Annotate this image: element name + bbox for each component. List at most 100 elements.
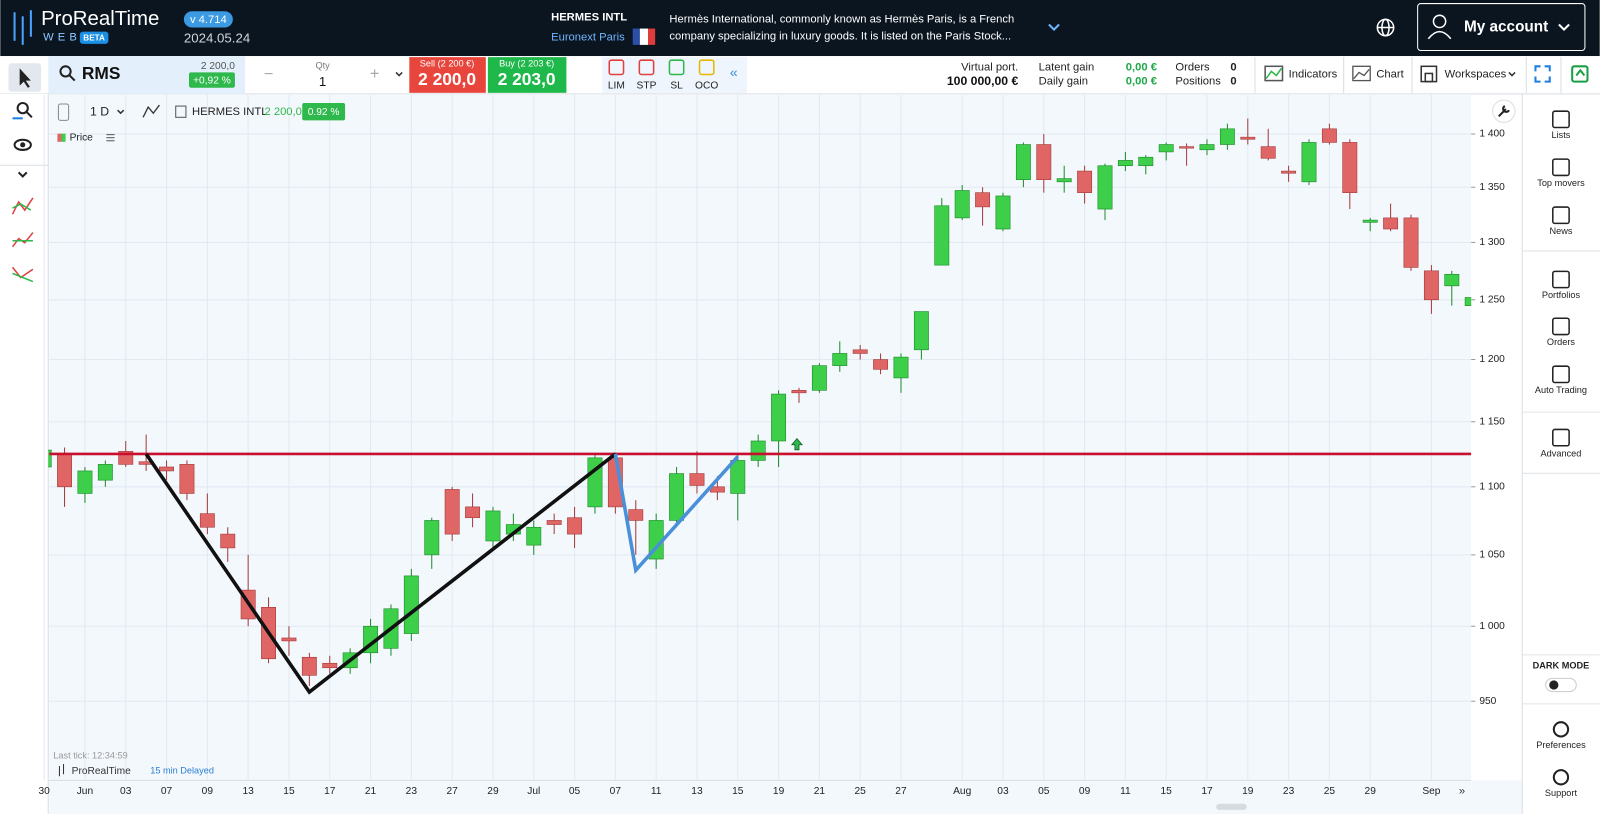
legend-menu[interactable]	[106, 134, 115, 142]
tools-chevron[interactable]	[17, 171, 28, 178]
x-tick-label: 13	[242, 786, 254, 797]
sidebar-icon[interactable]	[1552, 206, 1570, 225]
candle-body	[281, 637, 297, 642]
legend-swatch	[57, 133, 62, 142]
candle-body	[526, 526, 542, 546]
symbol[interactable]: RMS	[82, 63, 121, 83]
sync-icon[interactable]	[1571, 65, 1589, 83]
draw-tool[interactable]	[11, 197, 34, 215]
indicators-icon	[1264, 65, 1284, 82]
sidebar-icon[interactable]	[1552, 270, 1570, 289]
x-tick-label: 27	[895, 786, 907, 797]
x-tick-label: 25	[855, 786, 867, 797]
candle-body	[485, 510, 501, 542]
x-tick-label: 15	[732, 786, 744, 797]
sidebar-icon[interactable]	[1552, 428, 1570, 447]
sidebar-item[interactable]: News	[1549, 226, 1572, 236]
toolbar-button[interactable]: Indicators	[1289, 68, 1338, 80]
sidebar-item[interactable]: Orders	[1547, 337, 1575, 347]
dark-mode-label: DARK MODE	[1533, 661, 1590, 671]
scrollbar[interactable]	[1216, 803, 1247, 810]
account-button[interactable]	[1417, 3, 1586, 52]
candle-body	[1281, 170, 1297, 174]
expand-chevron[interactable]	[1048, 23, 1060, 32]
x-tick-label: 07	[610, 786, 622, 797]
candle-body	[179, 464, 195, 494]
sidebar-icon[interactable]	[1552, 769, 1570, 786]
qty-minus[interactable]: −	[264, 65, 274, 83]
candle-body	[424, 520, 440, 556]
order-icon[interactable]	[608, 59, 625, 76]
account[interactable]: My account	[1464, 19, 1548, 36]
sidebar-icon[interactable]	[1552, 158, 1570, 177]
candle-body	[1077, 170, 1093, 193]
sidebar-icon[interactable]	[1552, 110, 1570, 129]
qty[interactable]: 1	[319, 74, 326, 89]
date: 2024.05.24	[184, 30, 250, 45]
sell-button[interactable]	[409, 57, 486, 93]
qty-plus[interactable]: +	[370, 65, 380, 83]
sidebar-item[interactable]: Support	[1545, 788, 1578, 798]
candle-body	[1423, 270, 1439, 301]
order-icon[interactable]	[698, 59, 715, 76]
logo[interactable]: ProRealTime	[41, 8, 159, 30]
chart-change: 0.92 %	[308, 107, 340, 118]
chart-icon	[1352, 65, 1371, 82]
buy-label[interactable]: Buy (2 203 €)	[499, 59, 554, 69]
zoom-tool[interactable]	[12, 102, 33, 120]
period-chevron[interactable]	[117, 109, 125, 115]
sidebar-icon[interactable]	[1552, 317, 1570, 336]
globe-icon[interactable]	[1376, 18, 1395, 37]
buy-price[interactable]: 2 203,0	[498, 69, 556, 89]
chart-type-icon[interactable]	[142, 104, 160, 118]
toolbar-button[interactable]: Workspaces	[1445, 68, 1507, 80]
sidebar-icon[interactable]	[1552, 365, 1570, 384]
trend-tool[interactable]	[11, 232, 34, 248]
toolbar-button[interactable]: Chart	[1376, 68, 1404, 80]
channel-tool[interactable]	[11, 266, 34, 283]
order-type[interactable]: SL	[670, 80, 683, 91]
candle-body	[975, 192, 991, 208]
x-tick-label: 30	[38, 786, 50, 797]
sidebar-item[interactable]: Preferences	[1536, 740, 1586, 750]
beta-badge	[79, 31, 109, 44]
workspaces-chevron[interactable]	[1508, 71, 1516, 77]
toggle-knob	[1549, 680, 1559, 690]
order-icon[interactable]	[638, 59, 655, 76]
sidebar-dividers	[1522, 250, 1600, 705]
order-type[interactable]: LIM	[608, 80, 625, 91]
period[interactable]: 1 D	[90, 104, 109, 118]
scroll-end[interactable]: »	[1459, 786, 1465, 798]
eye-tool[interactable]	[13, 138, 32, 151]
sidebar-item[interactable]: Top movers	[1537, 178, 1585, 188]
x-tick-label: 29	[1365, 786, 1377, 797]
daily-value: 0,00 €	[1126, 76, 1158, 88]
sidebar-item[interactable]: Auto Trading	[1535, 385, 1587, 395]
candle-body	[791, 390, 807, 394]
x-tick-label: 17	[1201, 786, 1213, 797]
order-type[interactable]: OCO	[695, 80, 718, 91]
candle-body	[1117, 160, 1133, 167]
latent-value: 0,00 €	[1126, 61, 1158, 73]
sell-price[interactable]: 2 200,0	[418, 69, 476, 89]
order-type[interactable]: STP	[637, 80, 657, 91]
fullscreen-icon[interactable]	[1534, 65, 1551, 83]
chart-menu[interactable]	[57, 103, 70, 121]
trendline	[613, 453, 740, 575]
sidebar-item[interactable]: Lists	[1552, 130, 1571, 140]
info-icon[interactable]	[175, 105, 187, 118]
sell-label[interactable]: Sell (2 200 €)	[420, 59, 475, 69]
candle-body	[1321, 128, 1337, 143]
buy-button[interactable]	[487, 57, 567, 93]
x-tick-label: 23	[406, 786, 418, 797]
candle-body	[1056, 178, 1072, 183]
sidebar-icon[interactable]	[1552, 721, 1570, 738]
sidebar-item[interactable]: Advanced	[1541, 448, 1582, 458]
qty-chevron[interactable]	[395, 71, 403, 77]
x-tick-label: 19	[1242, 786, 1254, 797]
order-icon[interactable]	[668, 59, 685, 76]
sidebar-item[interactable]: Portfolios	[1542, 290, 1581, 300]
y-tick-label: 1 300	[1479, 237, 1505, 248]
y-tick-label: 1 100	[1479, 481, 1505, 492]
collapse[interactable]: «	[730, 65, 738, 81]
